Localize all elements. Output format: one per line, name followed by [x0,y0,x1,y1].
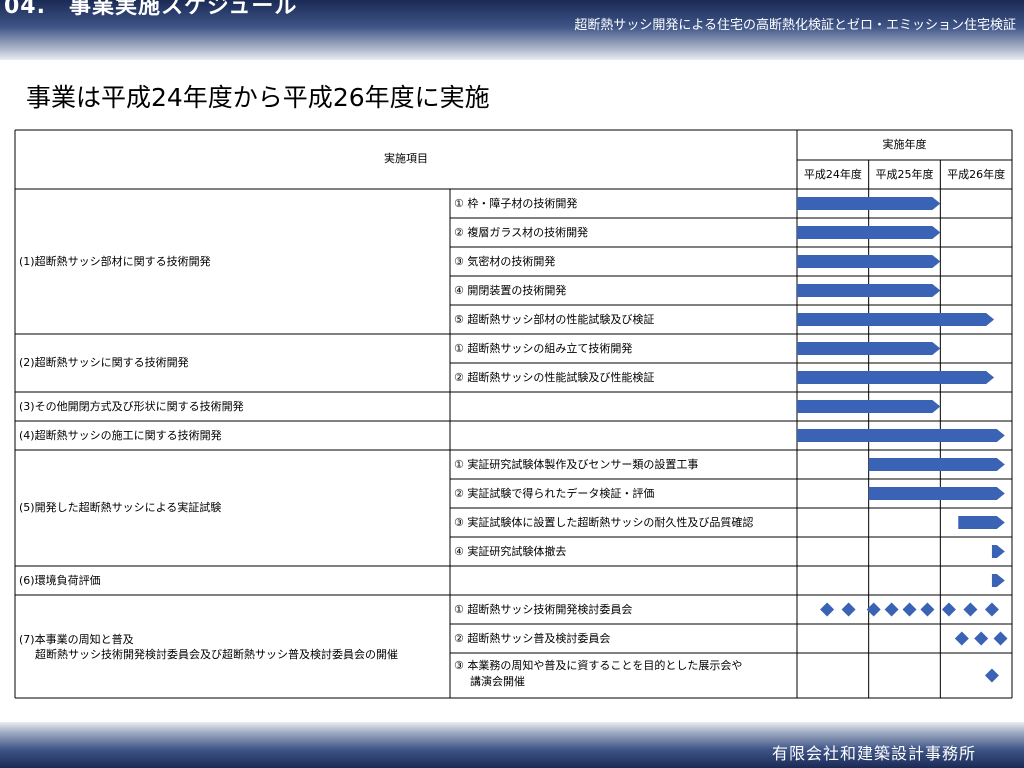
group-label: (4)超断熱サッシの施工に関する技術開発 [19,428,222,442]
group-label: (7)本事業の周知と普及 [19,632,134,646]
schedule-bar [797,371,995,384]
meeting-diamond [820,602,835,617]
header-bar: 04. 事業実施スケジュール 超断熱サッシ開発による住宅の高断熱化検証とゼロ・エ… [0,0,1024,60]
schedule-bar [797,429,1005,442]
schedule-bar [958,516,1005,529]
task-label: 講演会開催 [470,675,525,688]
schedule-bar [797,342,941,355]
task-label: ② 実証試験で得られたデータ検証・評価 [454,486,655,500]
page-title: 事業は平成24年度から平成26年度に実施 [26,83,490,112]
group-label: (1)超断熱サッシ部材に関する技術開発 [19,254,211,268]
task-label: ③ 本業務の周知や普及に資することを目的とした展示会や [454,659,743,672]
meeting-diamond [954,631,969,646]
task-label: ② 超断熱サッシ普及検討委員会 [454,631,611,645]
group-label: (2)超断熱サッシに関する技術開発 [19,356,189,369]
year-header: 平成26年度 [947,168,1006,181]
meeting-diamond [984,602,999,617]
task-label: ① 実証研究試験体製作及びセンサー類の設置工事 [454,457,699,471]
year-column-header: 実施年度 [882,138,927,151]
task-label: ① 超断熱サッシの組み立て技術開発 [454,341,633,355]
group-label: (6)環境負荷評価 [19,573,101,587]
schedule-bar [797,284,941,297]
group-label: (5)開発した超断熱サッシによる実証試験 [19,501,222,514]
schedule-bar [991,545,1005,558]
task-label: ⑤ 超断熱サッシ部材の性能試験及び検証 [454,312,655,326]
meeting-diamond [963,602,978,617]
schedule-bar [797,197,941,210]
schedule-bar [868,458,1005,471]
schedule-bar [868,487,1005,500]
company-name: 有限会社和建築設計事務所 [771,744,976,763]
task-label: ③ 実証試験体に設置した超断熱サッシの耐久性及び品質確認 [454,515,754,529]
year-header: 平成25年度 [875,168,934,181]
meeting-diamond [974,631,989,646]
group-label: 超断熱サッシ技術開発検討委員会及び超断熱サッシ普及検討委員会の開催 [35,647,398,661]
task-label: ② 複層ガラス材の技術開発 [454,225,589,239]
schedule-bar [991,574,1005,587]
meeting-diamond [841,602,856,617]
schedule-bar [797,226,941,239]
meeting-diamond [984,668,999,683]
schedule-bar [797,400,941,413]
meeting-diamond [920,602,935,617]
task-label: ① 超断熱サッシ技術開発検討委員会 [454,602,633,616]
item-column-header: 実施項目 [384,152,428,165]
meeting-diamond [941,602,956,617]
task-label: ④ 開閉装置の技術開発 [454,283,567,297]
project-subtitle: 超断熱サッシ開発による住宅の高断熱化検証とゼロ・エミッション住宅検証 [574,18,1016,33]
schedule-bar [797,255,941,268]
task-label: ③ 気密材の技術開発 [454,254,556,268]
task-label: ② 超断熱サッシの性能試験及び性能検証 [454,370,655,384]
task-label: ④ 実証研究試験体撤去 [454,544,567,558]
footer-bar: 有限会社和建築設計事務所 [0,722,1024,768]
meeting-diamond [902,602,917,617]
meeting-diamond [993,631,1008,646]
task-label: ① 枠・障子材の技術開発 [454,196,578,210]
schedule-bar [797,313,995,326]
meeting-diamond [866,602,881,617]
group-label: (3)その他開閉方式及び形状に関する技術開発 [19,399,244,413]
section-title: 04. 事業実施スケジュール [4,0,298,19]
meeting-diamond [884,602,899,617]
year-header: 平成24年度 [803,168,862,181]
